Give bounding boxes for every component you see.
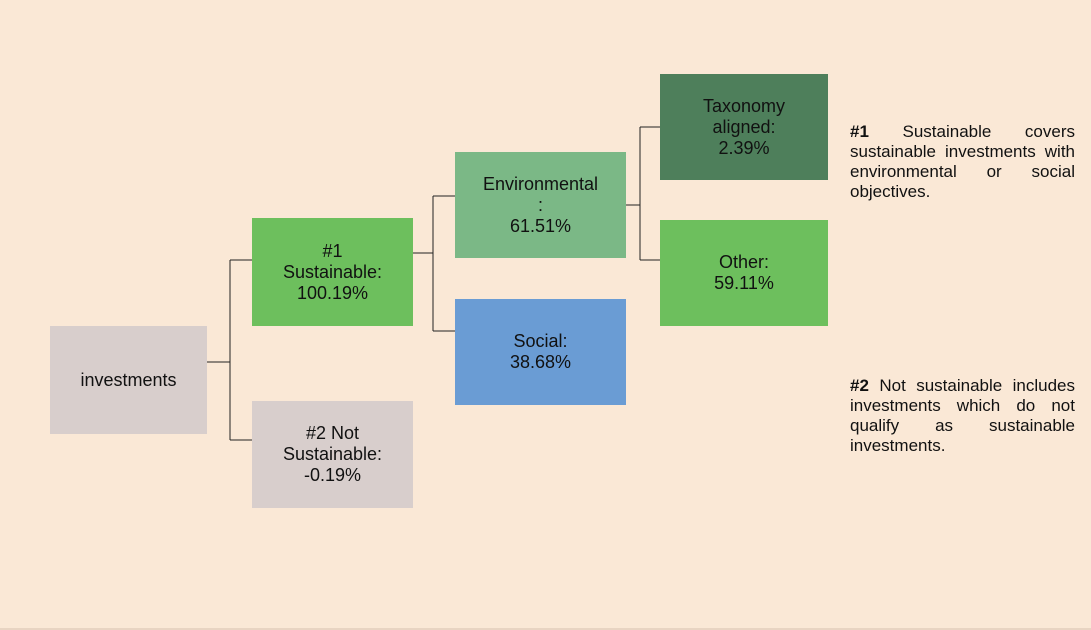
node-label: #1	[322, 240, 343, 261]
node-label: 59.11%	[714, 273, 774, 293]
note-tag: #1	[850, 122, 869, 141]
node-label: 2.39%	[718, 137, 770, 158]
node-label: Other:	[718, 252, 770, 272]
node: #2 Not Sustainable: -0.19%	[252, 401, 413, 508]
note: #2 Not sustainable includes investments …	[850, 376, 1075, 456]
node-label: #2 Not	[305, 423, 360, 443]
node-label: :	[537, 194, 543, 215]
node-label: Sustainable:	[282, 261, 383, 282]
node: Other: 59.11%	[660, 220, 828, 326]
node: investments	[50, 326, 207, 434]
node-label: investments	[80, 369, 177, 390]
node-label: -0.19%	[303, 465, 362, 485]
node: Social: 38.68%	[455, 299, 626, 405]
node-label: 38.68%	[509, 352, 572, 372]
note-text: Sustainable covers sustainable investmen…	[850, 122, 1075, 201]
node: Taxonomy aligned: 2.39%	[660, 74, 828, 180]
connector	[626, 126, 660, 261]
node: Environmental:61.51%	[455, 152, 626, 258]
node-label: aligned:	[712, 116, 776, 137]
node: #1 Sustainable: 100.19%	[252, 218, 413, 326]
connector	[207, 259, 252, 441]
node-label: Taxonomy	[702, 95, 786, 116]
note-text: Not sustainable includes investments whi…	[850, 376, 1075, 455]
node-label: Environmental	[482, 173, 599, 194]
node-label: Sustainable:	[282, 444, 383, 464]
node-label: 61.51%	[509, 215, 572, 236]
node-label: Social:	[513, 331, 568, 351]
note: #1 Sustainable covers sustainable invest…	[850, 122, 1075, 202]
connector	[413, 195, 455, 332]
node-label: 100.19%	[296, 282, 369, 303]
note-tag: #2	[850, 376, 869, 395]
